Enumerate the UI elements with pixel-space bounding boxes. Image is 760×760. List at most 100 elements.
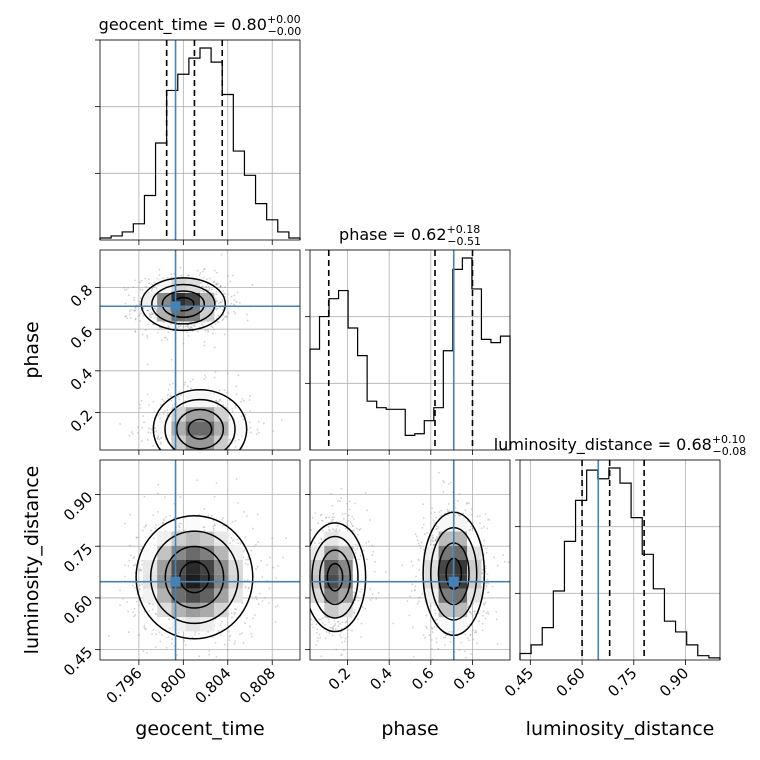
sample-point xyxy=(282,556,284,559)
sample-point xyxy=(208,650,211,652)
sample-point xyxy=(244,585,247,588)
sample-point xyxy=(205,285,208,288)
sample-point xyxy=(228,441,231,444)
sample-point xyxy=(468,502,470,505)
sample-point xyxy=(371,593,374,596)
sample-point xyxy=(215,290,218,293)
sample-point xyxy=(480,527,483,530)
sample-point xyxy=(190,387,192,390)
sample-point xyxy=(325,516,328,519)
sample-point xyxy=(172,457,174,459)
sample-point xyxy=(218,398,221,401)
density-cell xyxy=(310,602,325,618)
sample-point xyxy=(412,626,414,629)
sample-point xyxy=(447,483,450,485)
sample-point xyxy=(344,512,347,515)
sample-point xyxy=(230,295,233,298)
sample-point xyxy=(487,613,490,615)
sample-point xyxy=(172,451,174,453)
sample-point xyxy=(278,604,280,606)
sample-point xyxy=(199,282,202,284)
sample-point xyxy=(154,307,156,310)
sample-point xyxy=(202,526,205,529)
sample-point xyxy=(437,471,440,474)
sample-point xyxy=(221,298,224,301)
sample-point xyxy=(482,610,485,613)
sample-point xyxy=(215,271,218,274)
sample-point xyxy=(213,280,216,283)
sample-point xyxy=(213,346,216,349)
sample-point xyxy=(214,323,217,326)
sample-point xyxy=(255,598,258,601)
sample-point xyxy=(177,524,180,527)
density-cell xyxy=(185,517,200,532)
sample-point xyxy=(414,588,416,591)
sample-point xyxy=(220,462,222,464)
sample-point xyxy=(233,310,235,313)
sample-point xyxy=(320,519,323,522)
sample-point xyxy=(416,602,419,605)
sample-point xyxy=(317,637,319,639)
sample-point xyxy=(483,602,486,605)
sample-point xyxy=(141,583,143,586)
sample-point xyxy=(158,438,161,441)
sample-point xyxy=(148,312,151,315)
sample-point xyxy=(203,268,206,270)
sample-point xyxy=(305,565,307,567)
sample-point xyxy=(213,462,215,464)
sample-point xyxy=(373,570,376,573)
sample-point xyxy=(247,558,250,561)
sample-point xyxy=(235,538,238,541)
sample-point xyxy=(358,528,361,531)
sample-point xyxy=(189,452,191,454)
sample-point xyxy=(297,602,299,604)
sample-point xyxy=(447,514,450,516)
sample-point xyxy=(318,633,321,636)
sample-point xyxy=(359,527,362,530)
sample-point xyxy=(359,554,362,557)
sample-point xyxy=(483,525,485,528)
sample-point xyxy=(438,511,441,514)
sample-point xyxy=(247,586,250,589)
sample-point xyxy=(193,462,195,464)
sample-point xyxy=(319,636,322,639)
sample-point xyxy=(267,602,270,604)
sample-point xyxy=(272,566,275,569)
sample-point xyxy=(472,602,475,605)
sample-point xyxy=(157,328,160,331)
sample-point xyxy=(133,296,135,299)
sample-point xyxy=(331,626,334,629)
sample-point xyxy=(168,627,171,630)
sample-point xyxy=(243,510,245,513)
sample-point xyxy=(235,666,237,668)
sample-point xyxy=(434,540,437,542)
sample-point xyxy=(221,309,224,312)
sample-point xyxy=(339,634,341,637)
sample-point xyxy=(143,626,146,629)
sample-point xyxy=(353,612,356,614)
sample-point xyxy=(153,316,156,319)
sample-point xyxy=(221,620,223,623)
sample-point xyxy=(342,649,345,652)
sample-point xyxy=(236,291,239,294)
sample-point xyxy=(202,270,204,273)
density-cell xyxy=(452,588,468,603)
sample-point xyxy=(156,331,159,334)
sample-point xyxy=(298,577,300,579)
sample-point xyxy=(203,344,206,347)
sample-point xyxy=(139,588,141,591)
sample-point xyxy=(471,614,474,617)
sample-point xyxy=(130,431,133,434)
sample-point xyxy=(169,464,171,466)
sample-point xyxy=(138,314,141,317)
sample-point xyxy=(231,539,234,542)
sample-point xyxy=(487,518,489,520)
truth-marker xyxy=(170,576,181,587)
sample-point xyxy=(150,316,153,319)
sample-point xyxy=(167,397,170,400)
sample-point xyxy=(429,666,431,668)
sample-point xyxy=(213,269,216,272)
y-axis-label-luminosity_distance: luminosity_distance xyxy=(21,466,43,655)
sample-point xyxy=(487,582,490,585)
sample-point xyxy=(408,614,411,617)
